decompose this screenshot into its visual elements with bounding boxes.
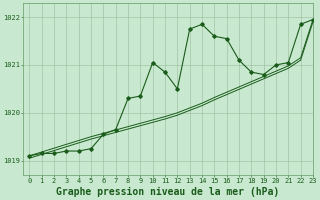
X-axis label: Graphe pression niveau de la mer (hPa): Graphe pression niveau de la mer (hPa) — [57, 187, 280, 197]
